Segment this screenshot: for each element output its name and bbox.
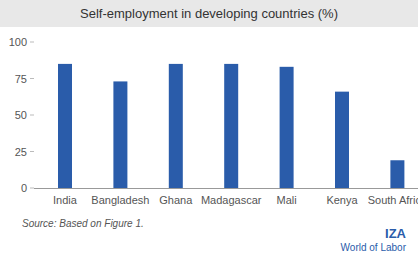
x-tick-label: Mali <box>277 194 297 206</box>
bar <box>280 67 294 188</box>
x-tick-label: Bangladesh <box>91 194 149 206</box>
logo-iza: IZA <box>385 226 407 241</box>
y-tick <box>30 78 34 79</box>
x-tick-label: Kenya <box>326 194 358 206</box>
logo-wol: World of Labor <box>341 242 407 253</box>
y-tick <box>30 42 34 43</box>
y-tick <box>30 115 34 116</box>
x-tick-label: Ghana <box>159 194 193 206</box>
title-bar <box>0 0 418 27</box>
y-tick <box>30 188 34 189</box>
bar <box>58 64 72 188</box>
bar <box>390 160 404 188</box>
x-tick-label: Madagascar <box>201 194 262 206</box>
source-note: Source: Based on Figure 1. <box>22 218 144 229</box>
x-axis <box>34 188 418 189</box>
y-tick-label: 0 <box>21 182 27 194</box>
y-tick-label: 25 <box>15 146 27 158</box>
y-tick-label: 100 <box>9 36 27 48</box>
bar <box>113 81 127 188</box>
title: Self-employment in developing countries … <box>80 6 338 21</box>
bar <box>224 64 238 188</box>
y-tick <box>30 151 34 152</box>
y-tick-label: 50 <box>15 109 27 121</box>
bar <box>169 64 183 188</box>
y-tick-label: 75 <box>15 73 27 85</box>
bar <box>335 92 349 188</box>
chart-svg: Self-employment in developing countries … <box>0 0 418 259</box>
bars <box>58 64 404 188</box>
x-tick-label: India <box>53 194 78 206</box>
chart-container: Self-employment in developing countries … <box>0 0 418 259</box>
x-tick-label: South Africa <box>368 194 418 206</box>
